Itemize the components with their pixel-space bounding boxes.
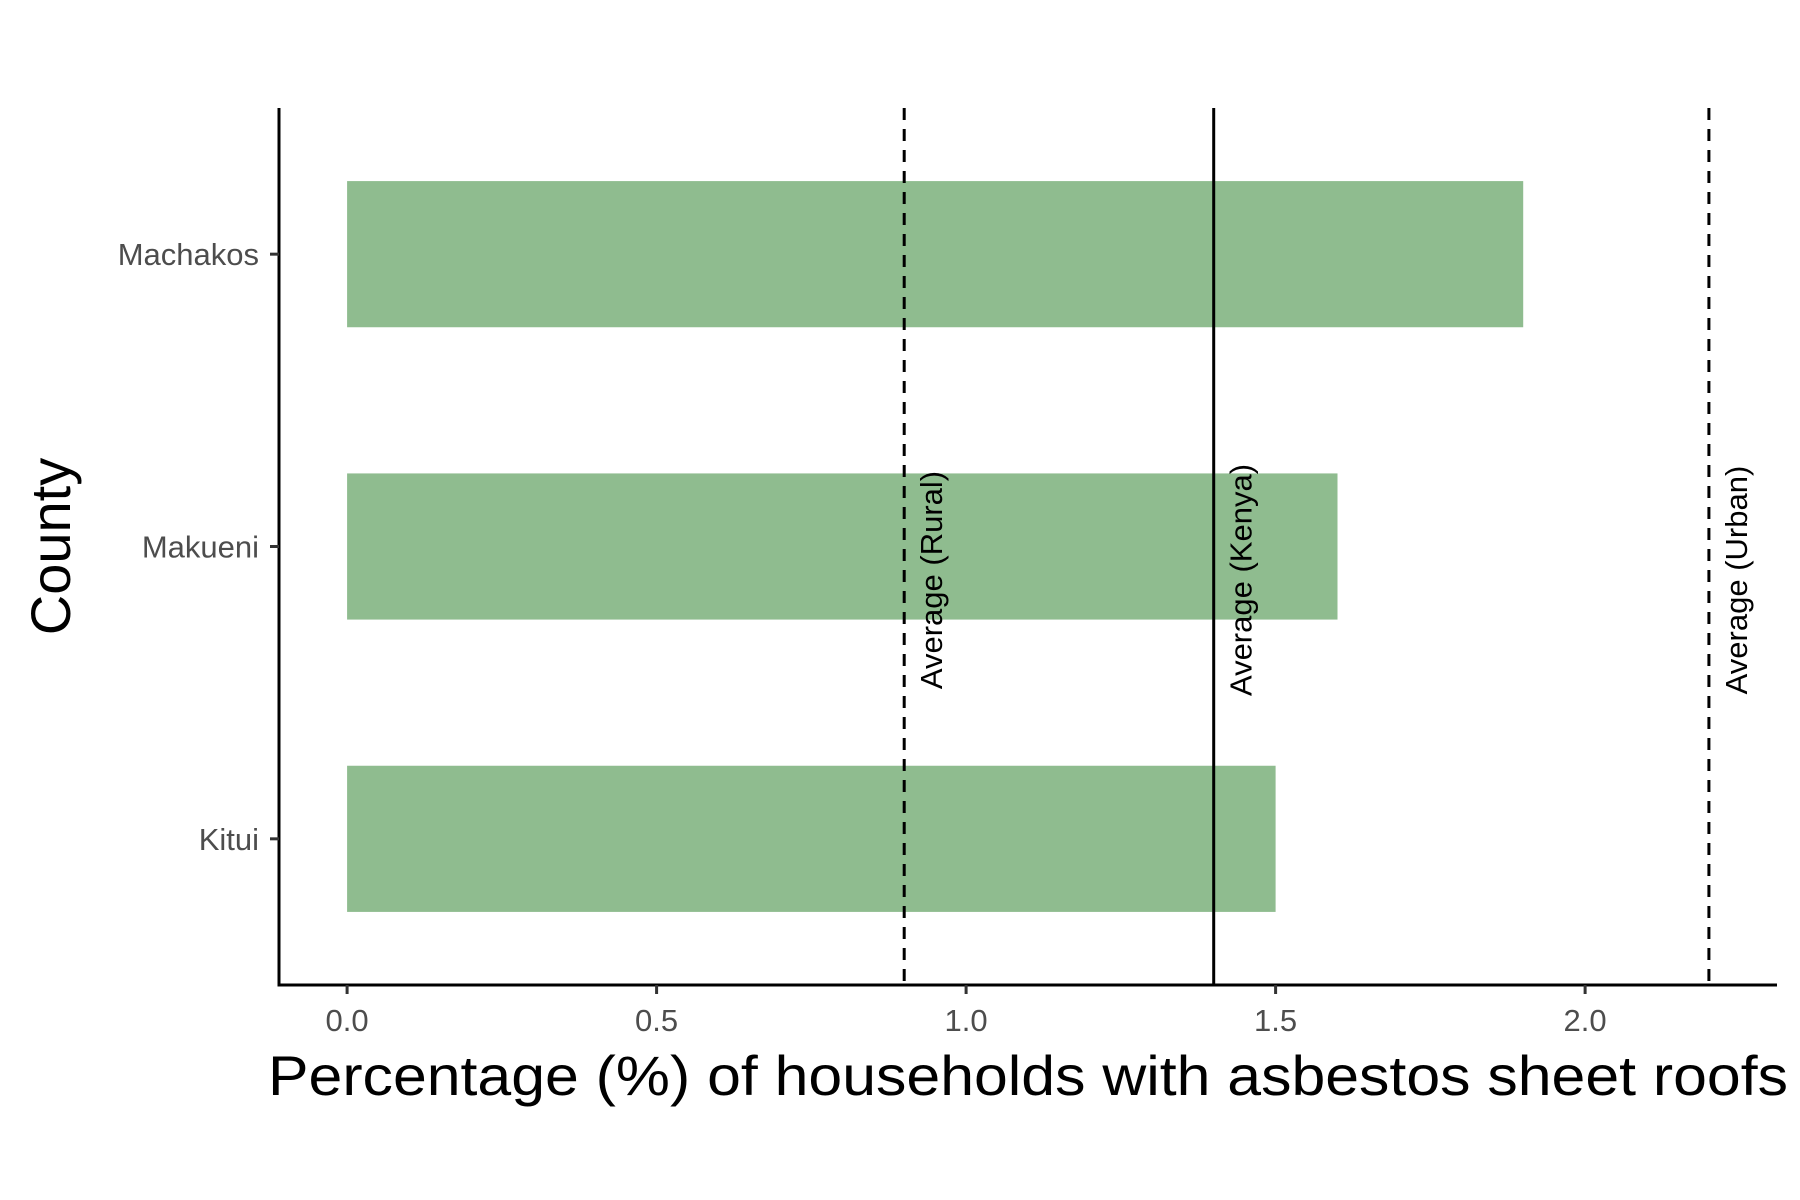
y-tick-label: Kitui: [199, 822, 259, 857]
y-tick-label: Makueni: [142, 530, 259, 565]
reference-label-average-kenya: Average (Kenya): [1224, 464, 1259, 696]
reference-lines-layer: Average (Rural) Average (Kenya) Average (U…: [902, 108, 1754, 985]
x-tick-label: 0.0: [326, 1003, 369, 1038]
x-tick-label: 1.5: [1254, 1003, 1297, 1038]
y-tick-label: Machakos: [118, 237, 259, 272]
x-tick-label: 1.0: [945, 1003, 988, 1038]
x-tick-label: 0.5: [635, 1003, 678, 1038]
bar-kitui: [347, 765, 1276, 912]
bar-machakos: [347, 181, 1524, 328]
bars-layer: [347, 181, 1524, 912]
reference-label-average-urban: Average (Urban): [1719, 466, 1754, 695]
x-tick-label: 2.0: [1564, 1003, 1607, 1038]
bar-makueni: [347, 473, 1338, 620]
y-axis-title: County: [19, 458, 82, 635]
x-axis-title: Percentage (%) of households with asbest…: [268, 1044, 1788, 1107]
reference-label-average-rural: Average (Rural): [914, 471, 949, 689]
axes-layer: 0.0 0.5 1.0 1.5 2.0 Machakos Makueni Kitui: [118, 108, 1777, 1038]
